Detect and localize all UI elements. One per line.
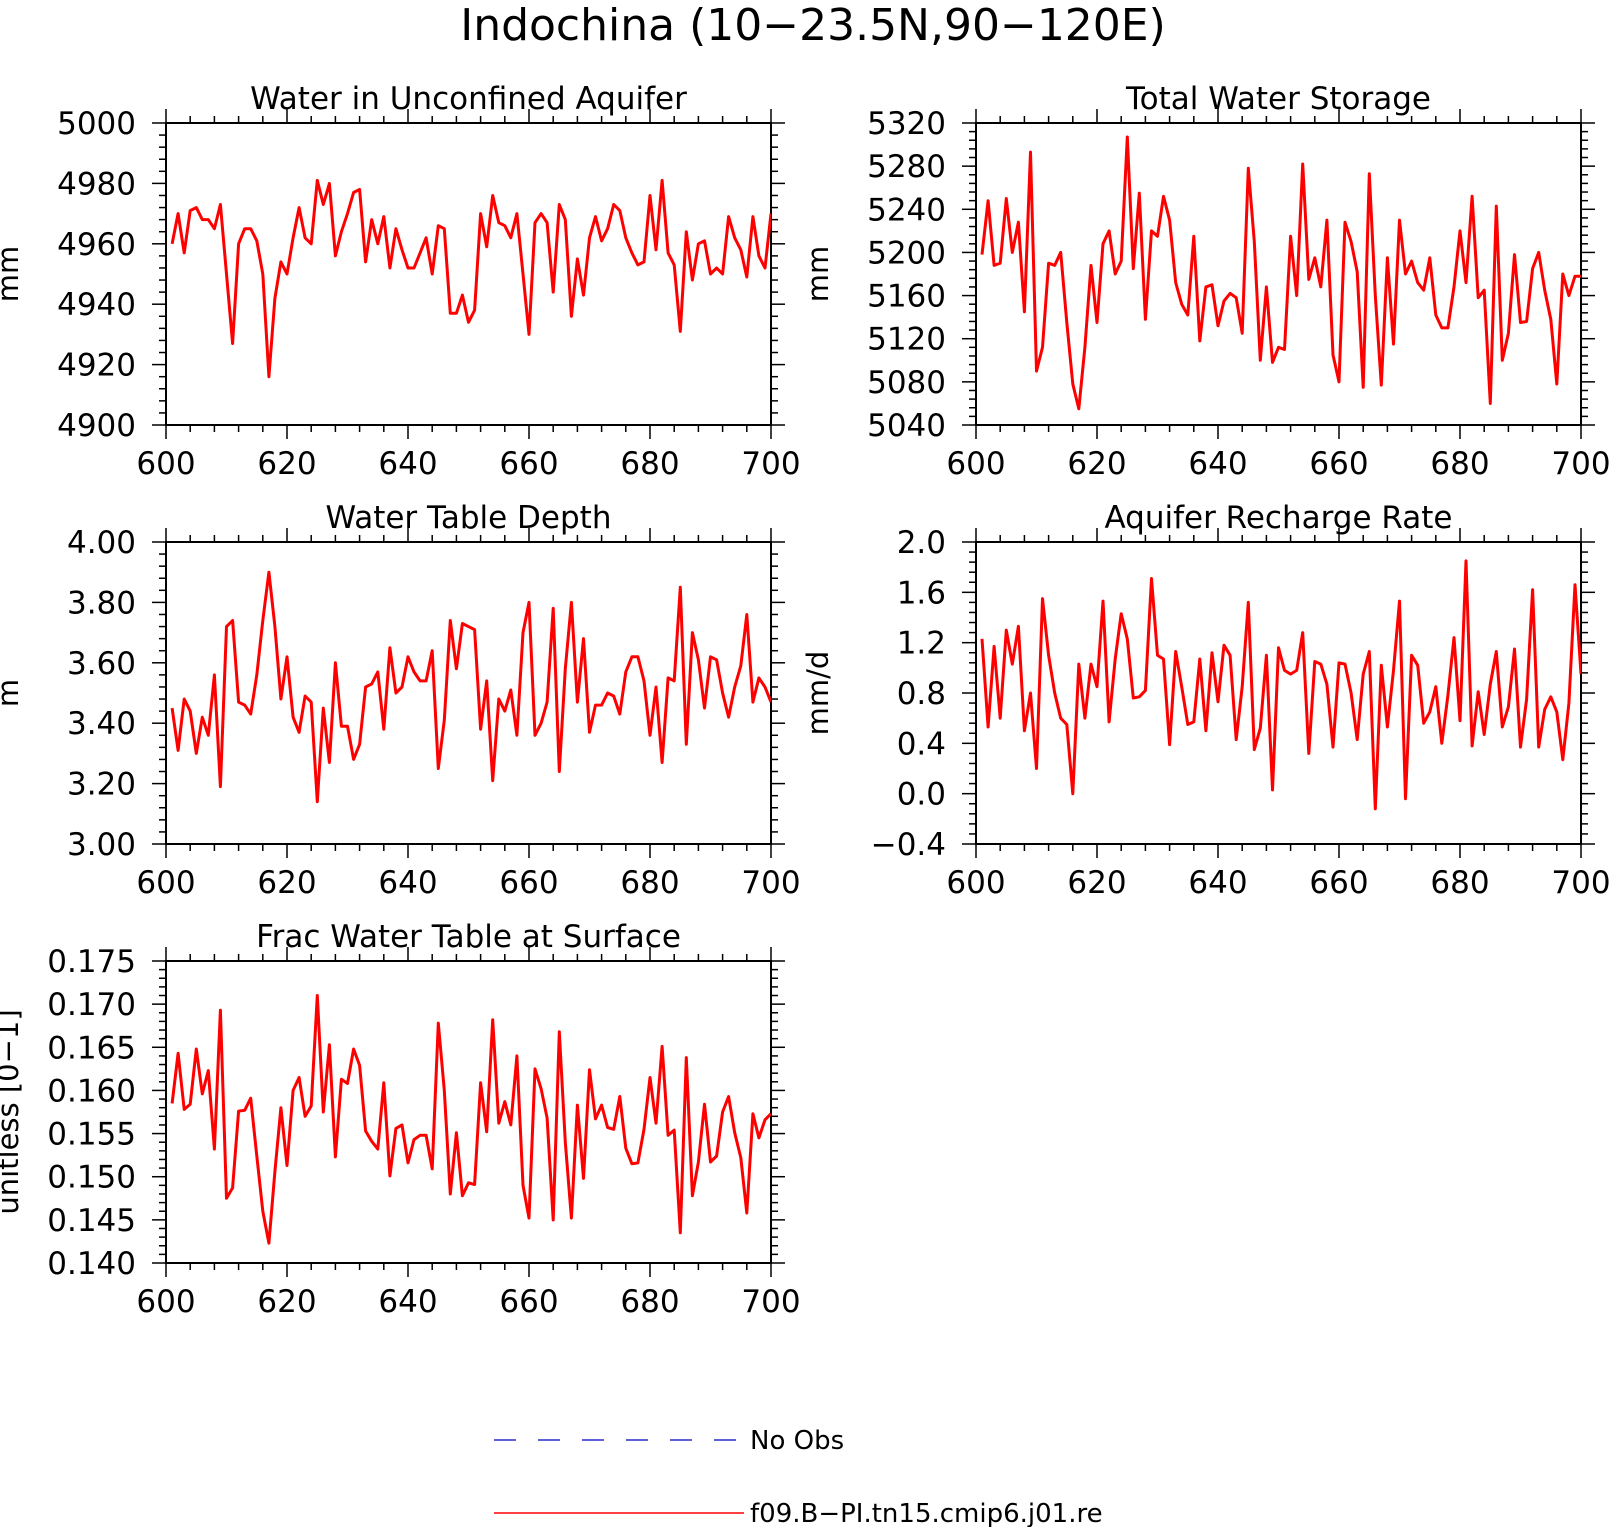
x-tick-label: 600 — [136, 1284, 195, 1320]
x-tick-label: 700 — [1551, 446, 1610, 482]
y-tick-label: 0.150 — [47, 1160, 136, 1196]
y-tick-label: 0.175 — [47, 944, 136, 980]
x-tick-label: 640 — [1188, 446, 1247, 482]
y-tick-label: −0.4 — [871, 827, 946, 863]
y-tick-label: 5280 — [867, 149, 946, 185]
legend-label-no-obs: No Obs — [750, 1426, 844, 1456]
x-tick-label: 660 — [499, 865, 558, 901]
y-tick-label: 3.00 — [67, 827, 136, 863]
x-tick-label: 620 — [257, 446, 316, 482]
y-tick-label: 0.160 — [47, 1073, 136, 1109]
y-tick-label: 5240 — [867, 192, 946, 228]
y-axis-label: mm — [801, 246, 835, 303]
y-tick-label: 5120 — [867, 322, 946, 358]
y-tick-label: 4940 — [57, 287, 136, 323]
x-tick-label: 620 — [257, 865, 316, 901]
y-tick-label: 4920 — [57, 348, 136, 384]
x-tick-label: 660 — [1309, 446, 1368, 482]
series-line — [170, 178, 771, 379]
y-tick-label: 4980 — [57, 166, 136, 202]
x-tick-label: 640 — [378, 1284, 437, 1320]
x-tick-label: 700 — [741, 1284, 800, 1320]
x-tick-label: 620 — [1067, 865, 1126, 901]
plot-frame — [165, 960, 772, 1264]
x-tick-label: 700 — [741, 865, 800, 901]
legend-label-model: f09.B−PI.tn15.cmip6.j01.re — [750, 1499, 1103, 1527]
x-tick-label: 620 — [257, 1284, 316, 1320]
plot-frame — [165, 122, 772, 426]
y-tick-label: 3.20 — [67, 767, 136, 803]
x-tick-label: 700 — [1551, 865, 1610, 901]
panel-title: Water in Unconfined Aquifer — [250, 81, 687, 117]
x-tick-label: 600 — [946, 446, 1005, 482]
y-tick-label: 5160 — [867, 279, 946, 315]
y-tick-label: 1.2 — [897, 626, 946, 662]
y-tick-label: 5080 — [867, 365, 946, 401]
plot-frame — [975, 122, 1582, 426]
y-tick-label: 3.60 — [67, 646, 136, 682]
x-tick-label: 660 — [1309, 865, 1368, 901]
y-tick-label: 5000 — [57, 106, 136, 142]
x-tick-label: 680 — [620, 446, 679, 482]
panel-title: Aquifer Recharge Rate — [1105, 500, 1453, 536]
panel-title: Water Table Depth — [326, 500, 612, 536]
x-tick-label: 660 — [499, 446, 558, 482]
y-tick-label: 3.80 — [67, 585, 136, 621]
y-tick-label: 0.165 — [47, 1030, 136, 1066]
legend: No Obs f09.B−PI.tn15.cmip6.j01.re — [494, 1426, 1103, 1527]
x-tick-label: 600 — [136, 865, 195, 901]
y-tick-label: 4900 — [57, 408, 136, 444]
panels: Water in Unconfined Aquifer 600 620 640 660 6… — [0, 81, 1611, 1320]
x-tick-label: 700 — [741, 446, 800, 482]
y-axis-label: mm/d — [801, 651, 835, 736]
x-tick-label: 680 — [620, 1284, 679, 1320]
y-tick-label: 0.8 — [897, 676, 946, 712]
y-tick-label: 0.170 — [47, 987, 136, 1023]
panel-aquifer-water: Water in Unconfined Aquifer 600 620 640 660 6… — [0, 81, 801, 482]
x-tick-label: 600 — [946, 865, 1005, 901]
series-line — [170, 570, 771, 804]
y-tick-label: 1.6 — [897, 575, 946, 611]
series-line — [980, 135, 1581, 411]
x-tick-label: 620 — [1067, 446, 1126, 482]
panel-total-water-storage: Total Water Storage 600 620 640 660 680 700 504… — [801, 81, 1611, 482]
series-line — [170, 994, 771, 1245]
x-tick-label: 600 — [136, 446, 195, 482]
figure-title: Indochina (10−23.5N,90−120E) — [460, 0, 1166, 51]
y-tick-label: 0.4 — [897, 726, 946, 762]
y-tick-label: 5320 — [867, 106, 946, 142]
y-tick-label: 0.155 — [47, 1117, 136, 1153]
panel-title: Frac Water Table at Surface — [256, 919, 681, 955]
y-tick-label: 0.145 — [47, 1203, 136, 1239]
x-tick-label: 680 — [1430, 865, 1489, 901]
series-line — [980, 559, 1581, 811]
x-tick-label: 640 — [378, 865, 437, 901]
y-tick-label: 5200 — [867, 235, 946, 271]
panel-title: Total Water Storage — [1125, 81, 1431, 117]
x-tick-label: 680 — [620, 865, 679, 901]
plot-frame — [165, 541, 772, 845]
y-tick-label: 5040 — [867, 408, 946, 444]
panel-frac-water-table: Frac Water Table at Surface 600 620 640 660 6… — [0, 919, 801, 1320]
panel-recharge-rate: Aquifer Recharge Rate 600 620 640 660 680 700 −… — [801, 500, 1611, 901]
x-tick-label: 640 — [378, 446, 437, 482]
y-tick-label: 2.0 — [897, 525, 946, 561]
x-tick-label: 680 — [1430, 446, 1489, 482]
y-tick-label: 4960 — [57, 227, 136, 263]
y-tick-label: 4.00 — [67, 525, 136, 561]
y-tick-label: 0.0 — [897, 777, 946, 813]
y-axis-label: unitless [0−1] — [0, 1009, 25, 1214]
x-tick-label: 660 — [499, 1284, 558, 1320]
y-tick-label: 3.40 — [67, 706, 136, 742]
panel-water-table-depth: Water Table Depth 600 620 640 660 680 700 3.00 3… — [0, 500, 801, 901]
y-axis-label: m — [0, 679, 25, 707]
y-axis-label: mm — [0, 246, 25, 303]
y-tick-label: 0.140 — [47, 1246, 136, 1282]
x-tick-label: 640 — [1188, 865, 1247, 901]
